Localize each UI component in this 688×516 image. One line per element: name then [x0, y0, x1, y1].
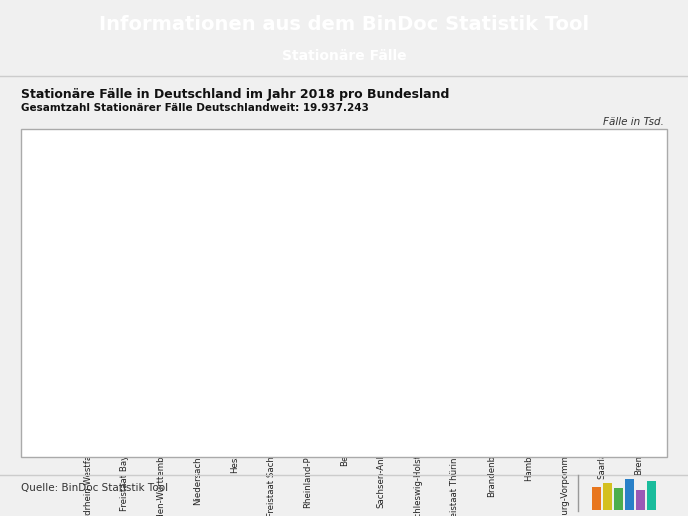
Bar: [479, 403, 504, 436]
Text: Quelle: BinDoc Statistik Tool: Quelle: BinDoc Statistik Tool: [21, 482, 168, 493]
Bar: [515, 406, 541, 436]
Bar: [625, 424, 652, 436]
Bar: [148, 307, 174, 436]
Text: 2.230: 2.230: [148, 294, 173, 303]
Bar: [185, 335, 211, 436]
Bar: [74, 163, 100, 436]
Text: 1.407: 1.407: [222, 342, 247, 351]
Bar: [442, 401, 468, 436]
Bar: [552, 412, 578, 436]
Text: 215: 215: [630, 411, 647, 421]
Text: 592: 592: [447, 390, 463, 398]
Text: Stationäre Fälle: Stationäre Fälle: [281, 49, 407, 63]
Text: 525: 525: [520, 393, 537, 402]
Bar: [295, 379, 321, 436]
Text: Stationäre Fälle in Deutschland im Jahr 2018 pro Bundesland: Stationäre Fälle in Deutschland im Jahr …: [21, 88, 449, 101]
Text: 996: 996: [263, 366, 279, 375]
Bar: [258, 378, 284, 436]
Text: 1.742: 1.742: [185, 322, 211, 332]
Text: 3.141: 3.141: [111, 241, 137, 250]
Bar: [332, 384, 357, 436]
Text: 605: 605: [410, 389, 427, 398]
Bar: [369, 400, 394, 436]
Text: 418: 418: [557, 399, 573, 409]
Bar: [589, 419, 614, 436]
Text: 986: 986: [299, 366, 316, 376]
Text: 623: 623: [373, 388, 389, 397]
Bar: [111, 254, 137, 436]
Bar: [222, 354, 247, 436]
Text: 4.701: 4.701: [75, 151, 100, 160]
Text: 894: 894: [336, 372, 353, 381]
Text: Gesamtzahl Stationärer Fälle Deutschlandweit: 19.937.243: Gesamtzahl Stationärer Fälle Deutschland…: [21, 103, 369, 113]
Text: Fälle in Tsd.: Fälle in Tsd.: [603, 118, 664, 127]
Text: 573: 573: [483, 391, 499, 399]
Text: Informationen aus dem BinDoc Statistik Tool: Informationen aus dem BinDoc Statistik T…: [99, 15, 589, 34]
Bar: [405, 401, 431, 436]
Text: 290: 290: [593, 407, 610, 416]
